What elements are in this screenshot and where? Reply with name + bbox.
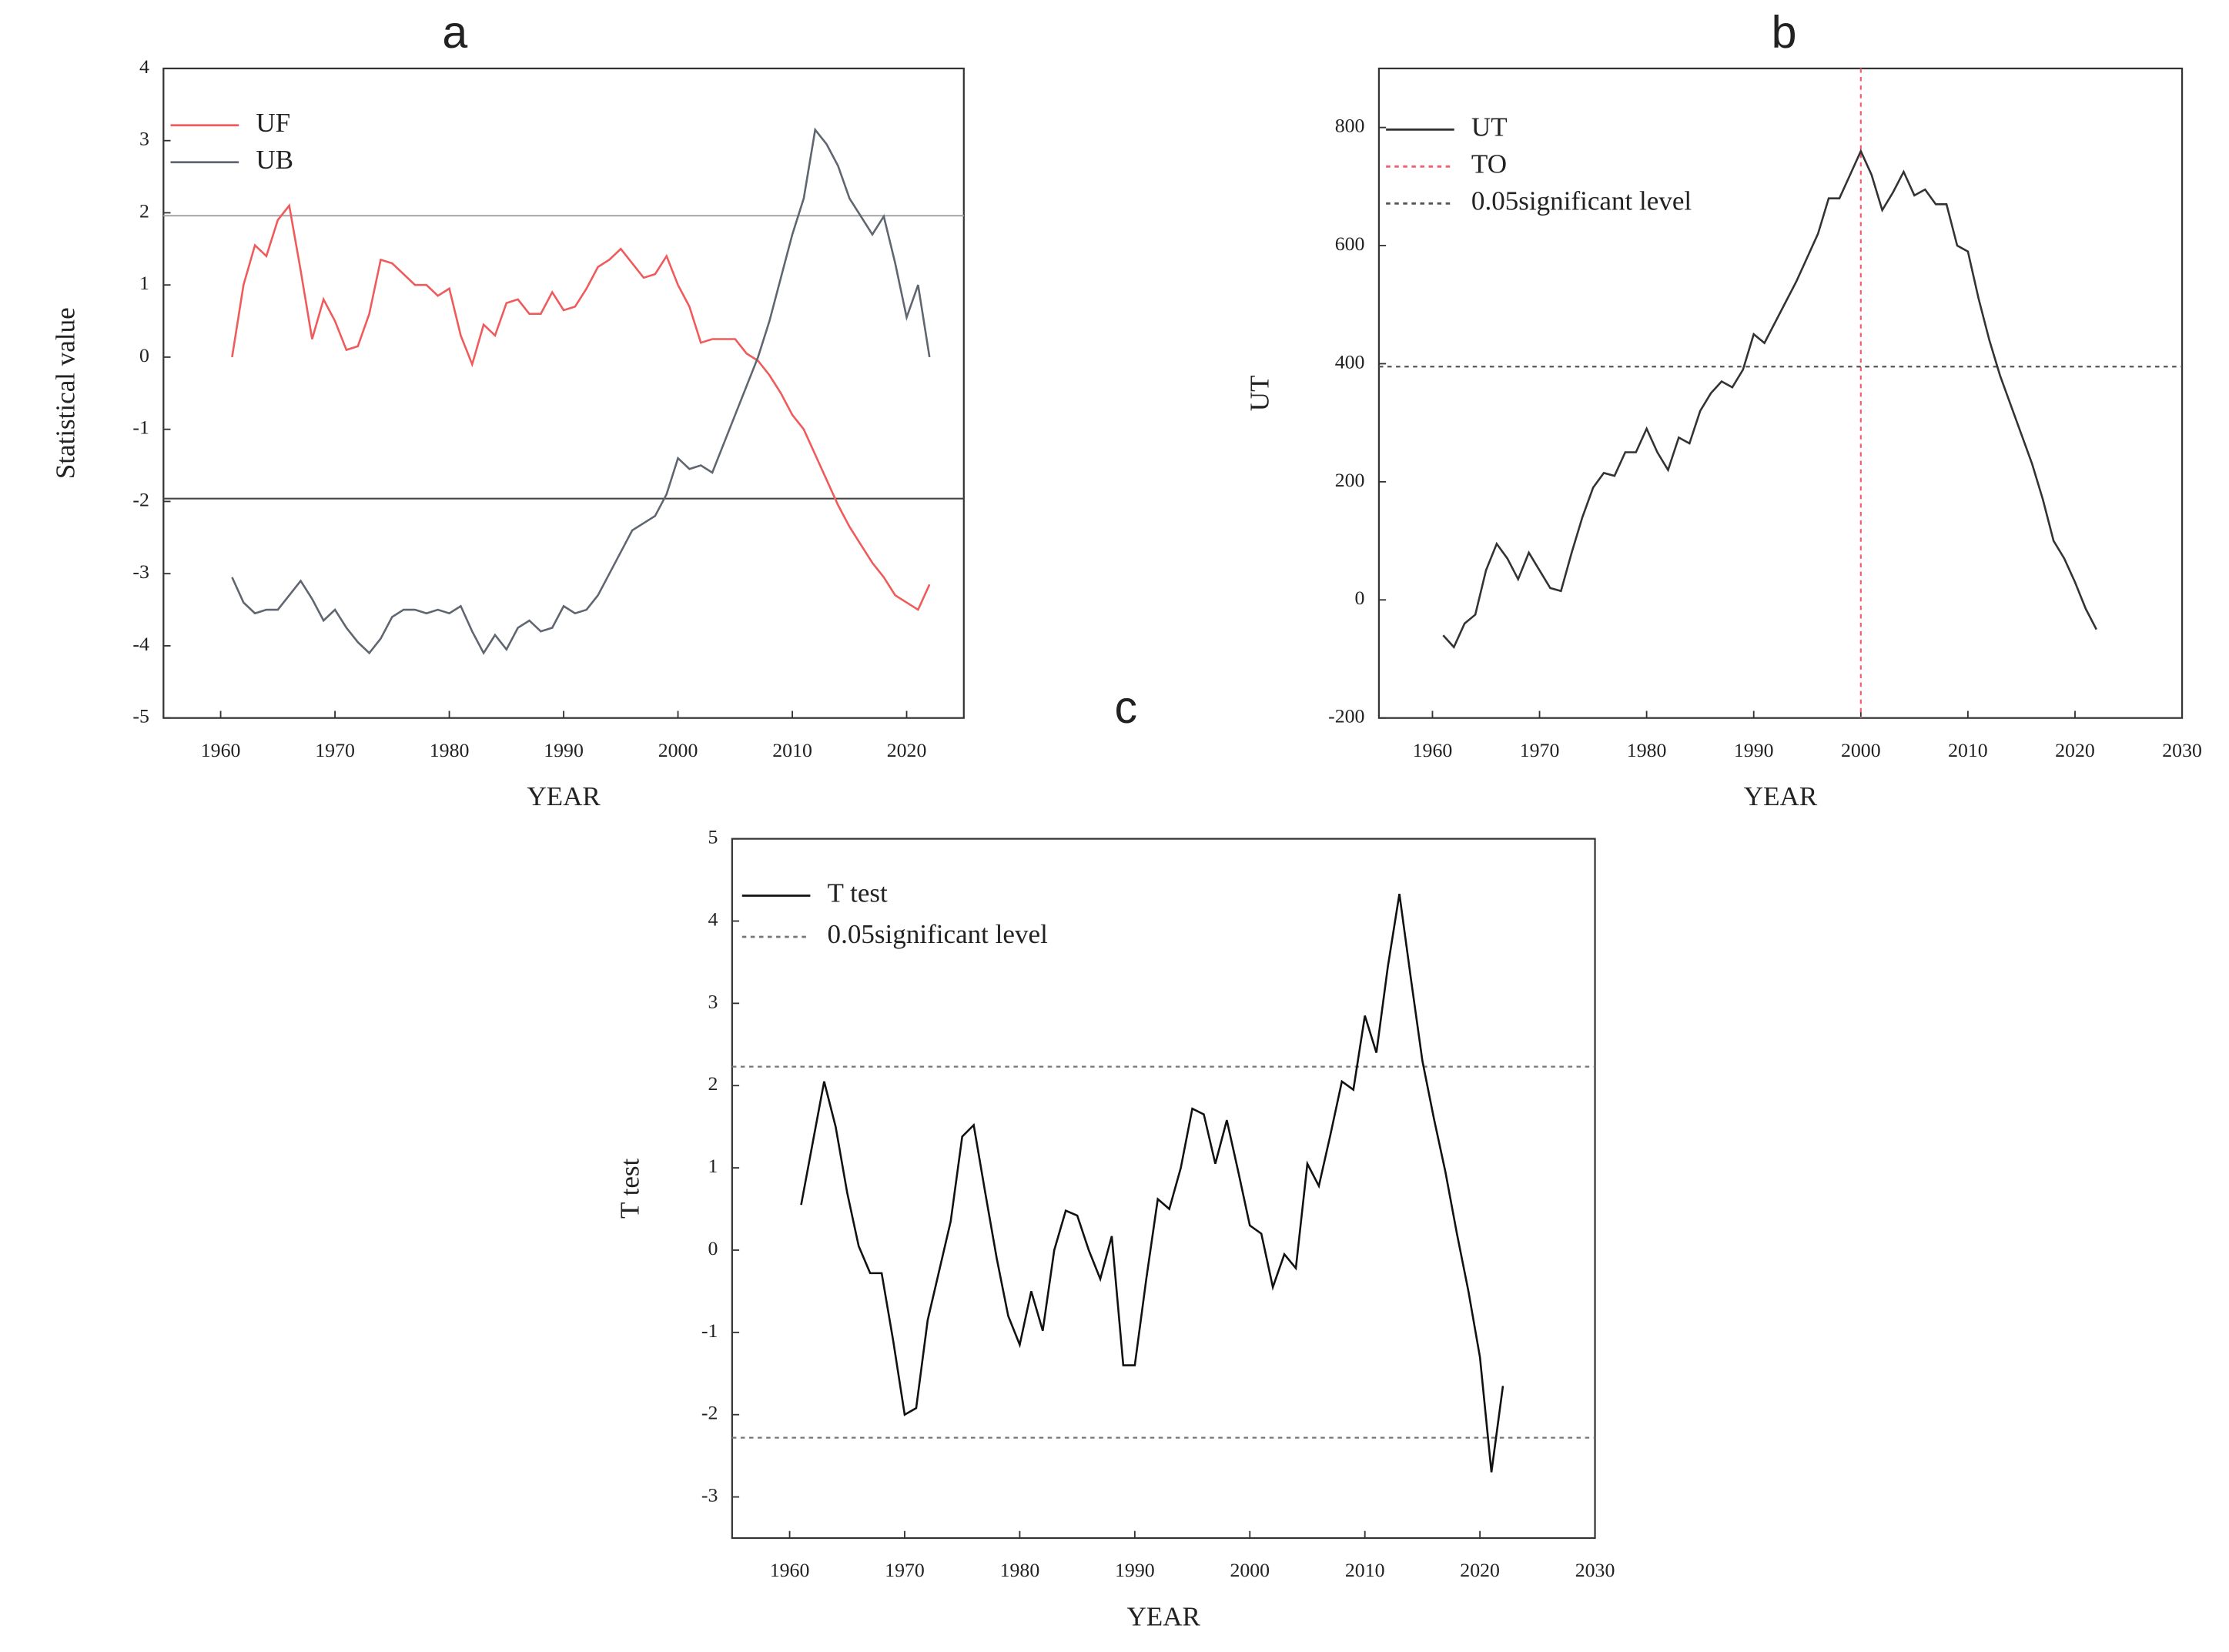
y-tick-label: -2 [132,488,149,510]
y-tick-label: 200 [1335,469,1365,491]
legend-label: TO [1471,149,1507,179]
x-tick-label: 2000 [1841,739,1881,761]
legend-label: 0.05significant level [828,919,1049,949]
x-tick-label: 1980 [430,739,470,761]
x-tick-label: 2030 [2162,739,2202,761]
x-tick-label: 1980 [1627,739,1667,761]
y-tick-label: 600 [1335,232,1365,255]
y-tick-label: -1 [701,1319,718,1342]
y-tick-label: -3 [701,1484,718,1507]
y-tick-label: 0 [139,344,149,366]
x-tick-label: 2020 [887,739,927,761]
y-tick-label: 2 [139,199,149,222]
legend-label: UT [1471,112,1508,142]
x-tick-label: 2020 [2055,739,2095,761]
chart-title: c [1114,682,1137,733]
x-tick-label: 2020 [1460,1559,1500,1581]
y-tick-label: 2 [708,1072,718,1095]
y-tick-label: 4 [139,55,149,78]
x-tick-label: 1970 [315,739,355,761]
y-tick-label: 5 [708,826,718,848]
x-tick-label: 1970 [885,1559,925,1581]
y-tick-label: 3 [139,128,149,150]
y-tick-label: -2 [701,1402,718,1424]
plot-frame [162,67,965,719]
y-tick-label: -1 [132,416,149,439]
data-line [1442,149,2097,649]
plot-frame [1377,67,2184,719]
y-tick-label: -3 [132,560,149,583]
y-tick-label: -200 [1328,705,1364,727]
x-tick-label: 1970 [1520,739,1560,761]
y-tick-label: 0 [1355,587,1365,609]
x-tick-label: 1990 [544,739,584,761]
x-axis-label: YEAR [1744,781,1818,811]
x-tick-label: 1960 [201,739,241,761]
data-line [231,202,931,611]
y-tick-label: 1 [139,272,149,294]
x-tick-label: 1990 [1734,739,1774,761]
x-tick-label: 1960 [1413,739,1453,761]
x-tick-label: 2030 [1575,1559,1615,1581]
y-tick-label: -5 [132,705,149,727]
x-axis-label: YEAR [527,781,601,811]
legend-label: UB [256,145,293,175]
x-tick-label: 1980 [1000,1559,1040,1581]
y-tick-label: 0 [708,1237,718,1259]
y-axis-label: UT [1245,375,1275,411]
x-tick-label: 2010 [1948,739,1988,761]
data-line [800,894,1504,1473]
x-tick-label: 2010 [772,739,812,761]
legend-label: 0.05significant level [1471,186,1692,216]
data-line [231,127,931,655]
legend-label: T test [828,878,888,908]
x-axis-label: YEAR [1126,1601,1200,1631]
x-tick-label: 2000 [658,739,698,761]
plot-frame [731,838,1596,1540]
y-tick-label: 3 [708,990,718,1012]
chart-title: b [1772,7,1797,58]
y-tick-label: 4 [708,908,718,930]
x-tick-label: 2010 [1345,1559,1385,1581]
x-tick-label: 1990 [1115,1559,1155,1581]
x-tick-label: 1960 [770,1559,810,1581]
y-tick-label: 800 [1335,115,1365,137]
x-tick-label: 2000 [1230,1559,1270,1581]
y-axis-label: T test [615,1158,645,1218]
y-tick-label: 400 [1335,350,1365,373]
y-tick-label: 1 [708,1155,718,1177]
y-axis-label: Statistical value [51,307,81,479]
legend-label: UF [256,108,290,138]
y-tick-label: -4 [132,633,149,655]
chart-title: a [442,7,467,58]
